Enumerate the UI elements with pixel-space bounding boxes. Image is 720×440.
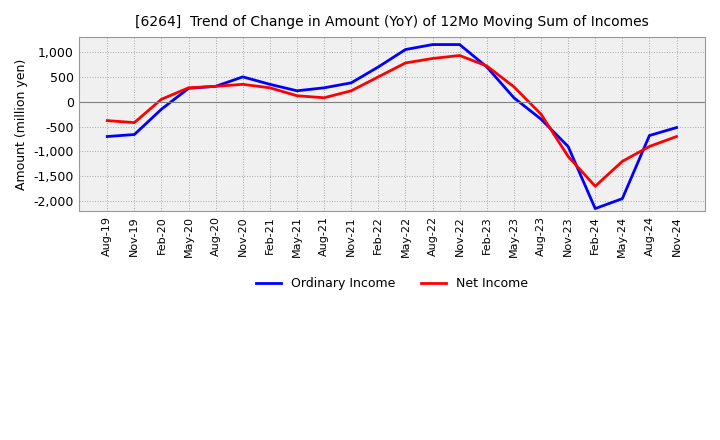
Ordinary Income [212,84,220,89]
Net Income [374,74,382,80]
Net Income [266,85,274,91]
Line: Net Income: Net Income [107,55,677,186]
Net Income [238,82,247,87]
Net Income [510,84,518,89]
Ordinary Income [536,117,545,122]
Ordinary Income [320,85,328,91]
Legend: Ordinary Income, Net Income: Ordinary Income, Net Income [251,272,533,295]
Ordinary Income [266,82,274,87]
Ordinary Income [293,88,302,93]
Net Income [536,111,545,117]
Ordinary Income [184,86,193,91]
Ordinary Income [618,196,626,201]
Ordinary Income [645,133,654,138]
Ordinary Income [157,106,166,112]
Ordinary Income [672,125,681,130]
Ordinary Income [482,64,491,70]
Net Income [130,120,139,125]
Net Income [455,53,464,58]
Title: [6264]  Trend of Change in Amount (YoY) of 12Mo Moving Sum of Incomes: [6264] Trend of Change in Amount (YoY) o… [135,15,649,29]
Net Income [320,95,328,100]
Ordinary Income [428,42,437,47]
Ordinary Income [238,74,247,80]
Net Income [564,154,572,159]
Net Income [482,63,491,69]
Net Income [428,56,437,61]
Net Income [212,84,220,89]
Net Income [157,97,166,102]
Net Income [401,60,410,66]
Net Income [618,159,626,164]
Net Income [103,118,112,123]
Ordinary Income [510,95,518,100]
Ordinary Income [374,64,382,70]
Ordinary Income [103,134,112,139]
Ordinary Income [130,132,139,137]
Net Income [672,134,681,139]
Ordinary Income [455,42,464,47]
Ordinary Income [401,47,410,52]
Net Income [591,183,600,189]
Line: Ordinary Income: Ordinary Income [107,44,677,209]
Net Income [293,93,302,99]
Ordinary Income [591,206,600,211]
Net Income [184,85,193,91]
Ordinary Income [347,80,356,85]
Ordinary Income [564,144,572,149]
Y-axis label: Amount (million yen): Amount (million yen) [15,59,28,190]
Net Income [645,144,654,149]
Net Income [347,88,356,93]
